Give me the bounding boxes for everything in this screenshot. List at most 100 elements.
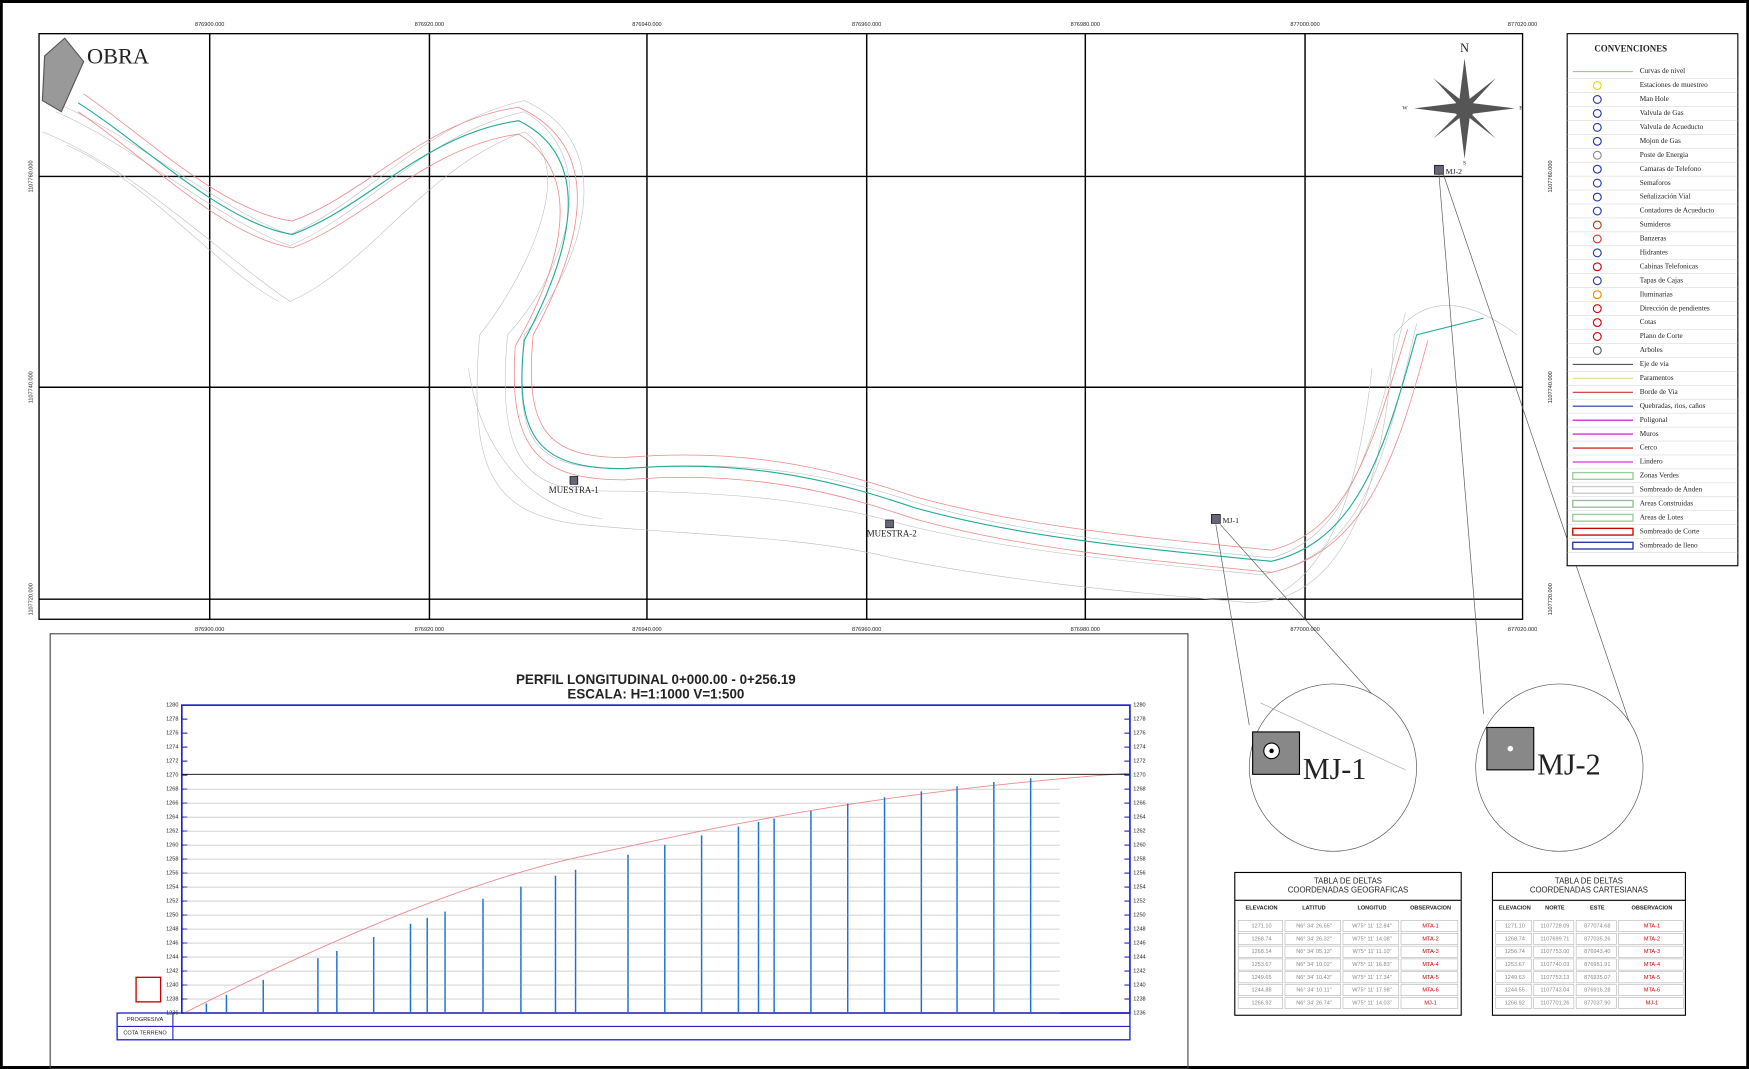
elev-label: 1268	[166, 787, 178, 793]
y-coord: 1107760.000	[29, 160, 35, 192]
table-cell-text: 876943.40	[1584, 949, 1610, 955]
table-cell-text: 1268.74	[1505, 936, 1525, 942]
x-coord: 877020.000	[1508, 627, 1537, 633]
y-coord: 1107740.000	[29, 371, 35, 403]
elev-label: 1264	[1133, 815, 1145, 821]
table-cell-text: W75° 11' 17.34"	[1352, 975, 1392, 981]
road-edge	[84, 94, 1408, 550]
table-cell-text: MJ-1	[1646, 1000, 1658, 1006]
table-cell-text: 1256.74	[1505, 949, 1525, 955]
elev-label: 1250	[166, 913, 178, 919]
table-cell-text: N6° 34' 26.32"	[1296, 936, 1332, 942]
elev-label: 1268	[1133, 787, 1145, 793]
x-coord: 876980.000	[1071, 22, 1100, 28]
elev-label: 1274	[166, 745, 178, 751]
elev-label: 1248	[166, 927, 178, 933]
elev-label: 1272	[166, 759, 178, 765]
table-cell-text: 1107728.09	[1540, 923, 1569, 929]
elev-label: 1260	[1133, 843, 1145, 849]
legend-item: Sombreado de lleno	[1640, 541, 1698, 549]
elev-label: 1270	[166, 773, 178, 779]
legend-item: Cabinas Telefonicas	[1640, 262, 1699, 270]
elev-label: 1266	[166, 801, 178, 807]
legend-item: Lindero	[1640, 458, 1663, 466]
x-coord: 877020.000	[1508, 22, 1537, 28]
table-header: ESTE	[1590, 906, 1605, 912]
table-cell-text: W75° 11' 17.98"	[1352, 988, 1392, 994]
table-cell-text: 877037.90	[1584, 1000, 1610, 1006]
x-coord: 877000.000	[1290, 627, 1319, 633]
zoom-label: MJ-2	[1537, 748, 1601, 782]
elev-label: 1256	[166, 871, 178, 877]
elev-label: 1276	[1133, 731, 1145, 737]
site-marker	[42, 38, 83, 112]
legend-item: Cotas	[1640, 318, 1657, 326]
table-header: ELEVACION	[1499, 906, 1531, 912]
elev-label: 1238	[1133, 996, 1145, 1002]
elev-label: 1270	[1133, 773, 1145, 779]
y-coord: 1107740.000	[1548, 371, 1554, 403]
legend-item: Tapas de Cajas	[1640, 276, 1684, 284]
table-cell-text: MTA-4	[1644, 962, 1660, 968]
table-cell-text: 1107753.13	[1540, 975, 1569, 981]
table-title: TABLA DE DELTAS	[1314, 876, 1382, 885]
page: {"map":{"title":"OBRA", "x_coords":["876…	[0, 0, 1749, 1069]
legend-item: Zonas Verdes	[1640, 472, 1679, 480]
table-cell-text: 1253.67	[1252, 962, 1272, 968]
table-cell-text: MTA-1	[1422, 923, 1438, 929]
zoom-label: MJ-1	[1303, 752, 1367, 786]
map-title: OBRA	[87, 43, 149, 68]
compass-s: S	[1463, 160, 1466, 166]
legend-item: Paramentos	[1640, 374, 1674, 382]
road-axis	[78, 103, 1483, 561]
table-header: NORTE	[1545, 906, 1565, 912]
elev-label: 1276	[166, 731, 178, 737]
table-cell-text: 1249.63	[1505, 975, 1525, 981]
legend-item: Arboles	[1640, 346, 1663, 354]
table-subtitle: COORDENADAS GEOGRAFICAS	[1288, 885, 1408, 894]
elev-label: 1262	[166, 829, 178, 835]
sample-markers	[570, 165, 1443, 528]
table-cell-text: 877074.68	[1584, 923, 1610, 929]
elev-label: 1254	[166, 885, 178, 891]
table-cell-text: MTA-5	[1422, 975, 1438, 981]
sample-label: MUESTRA-1	[549, 485, 599, 495]
profile-title: PERFIL LONGITUDINAL 0+000.00 - 0+256.19	[516, 672, 796, 687]
legend-item: Banzeras	[1640, 235, 1667, 243]
x-coord: 876960.000	[852, 22, 881, 28]
legend-item: Poligonal	[1640, 416, 1668, 424]
table-cell-text: 1107743.04	[1540, 988, 1569, 994]
legend-item: Hidrantes	[1640, 249, 1668, 257]
legend-item: Borde de Via	[1640, 388, 1679, 396]
table-cell-text: N6° 34' 10.43"	[1296, 975, 1332, 981]
elev-label: 1246	[1133, 941, 1145, 947]
legend-item: Valvula de Gas	[1640, 109, 1684, 117]
table-cell-text: 876951.91	[1584, 962, 1610, 968]
elev-label: 1262	[1133, 829, 1145, 835]
legend-item: Man Hole	[1640, 95, 1669, 103]
elev-label: 1246	[166, 941, 178, 947]
legend-item: Semaforos	[1640, 179, 1671, 187]
x-coord: 876960.000	[852, 627, 881, 633]
table-cell-text: 877035.26	[1584, 936, 1610, 942]
table-cell-text: 1266.92	[1505, 1000, 1525, 1006]
elev-label: 1264	[166, 815, 178, 821]
table-cell-text: MTA-6	[1644, 988, 1660, 994]
table-cell-text: 1271.10	[1505, 923, 1525, 929]
table-cell-text: N6° 34' 10.11"	[1296, 988, 1331, 994]
elev-label: 1258	[166, 857, 178, 863]
elev-label: 1242	[166, 969, 178, 975]
elev-label: 1244	[166, 955, 178, 961]
table-cell-text: MTA-6	[1422, 988, 1438, 994]
drawing: OBRA MUESTRA-1 MUESTRA-2 MJ-1 MJ-2 N E W…	[0, 0, 1749, 1069]
y-coord: 1107720.000	[1548, 583, 1554, 615]
table-cell-text: 1271.10	[1252, 923, 1272, 929]
table-cell-text: N6° 34' 26.74"	[1296, 1000, 1332, 1006]
table-title: TABLA DE DELTAS	[1555, 876, 1623, 885]
elev-label: 1250	[1133, 913, 1145, 919]
legend-item: Poste de Energia	[1640, 151, 1689, 159]
x-coord: 876920.000	[415, 22, 444, 28]
legend-item: Areas de Lotes	[1640, 513, 1684, 521]
legend-item: Muros	[1640, 430, 1659, 438]
legend-item: Iluminarias	[1640, 290, 1673, 298]
